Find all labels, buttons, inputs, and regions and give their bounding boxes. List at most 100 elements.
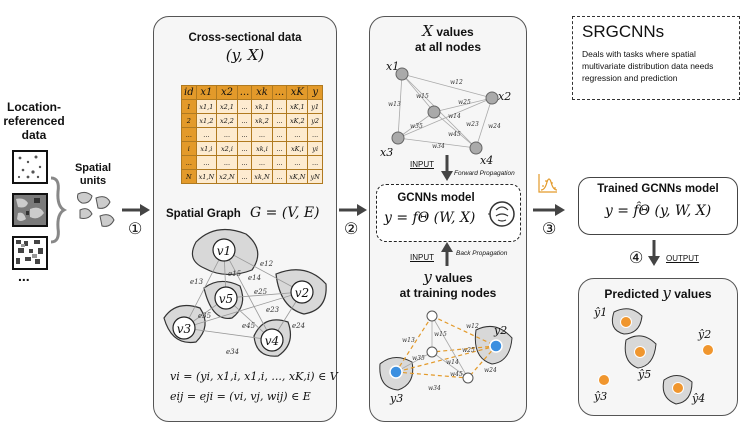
table-cell: ... [271,99,288,114]
graph-node-label: v1 [217,244,231,258]
arrow-to-panel1 [122,204,150,216]
location-map-thumbnail [12,236,48,270]
table-cell: ... [271,127,288,142]
trained-model-title: Trained GCNNs model [597,183,719,195]
table-cell: yN [307,169,323,184]
cross-sectional-formula: (y, X) [225,46,265,64]
table-cell: xk,N [251,169,273,184]
table-cell: x1,N [195,169,218,184]
x-values-title: X values [369,22,527,40]
table-cell: ... [195,127,218,142]
graph-edge-label: e23 [266,306,280,314]
table-cell: ... [236,99,253,114]
arrow-down-forward [441,155,453,181]
location-map-thumbnail [12,150,48,184]
ellipsis: ... [18,268,30,284]
graph-edge-label: e24 [292,322,305,330]
srgcnn-description: Deals with tasks where spatial multivari… [582,49,714,83]
predicted-label: ŷ3 [593,390,607,403]
graph-edge-label: e15 [228,270,242,278]
table-cell: ... [307,127,323,142]
table-cell: yi [307,141,323,156]
table-cell: ... [271,113,288,128]
output-label: OUTPUT [666,254,699,263]
x-weight-label: w15 [416,93,429,100]
table-cell: ... [236,155,253,170]
table-cell: xK,i [286,141,309,156]
y-weight-label: w45 [450,371,463,378]
spatial-graph-label: Spatial Graph [166,208,241,220]
y-node-label: y3 [389,392,403,405]
step-1-marker: ① [128,221,143,238]
x-weight-label: w13 [388,101,401,108]
data-table: id x1 x2 ... xk ... xK y 1 x1,1 x2,1 ...… [181,85,323,184]
table-cell: ... [286,155,309,170]
y-node-label: y2 [493,324,507,337]
table-header-cell: ... [271,85,288,100]
input-label-bottom: INPUT [410,253,434,262]
table-header-cell: x1 [195,85,218,100]
table-cell: xk,2 [251,113,273,128]
back-propagation-label: Back Propagation [456,250,508,257]
table-header-cell: ... [236,85,253,100]
graph-edge-label: e34 [226,348,239,356]
predicted-map: ŷ1 ŷ2 ŷ3 ŷ4 ŷ5 [593,306,714,405]
predicted-y-symbol: y [662,284,671,302]
table-cell: ... [236,169,253,184]
table-cell: ... [236,113,253,128]
table-cell: 2 [181,113,197,128]
x-weight-label: w35 [410,123,423,130]
x-node-graph: x1 x2 x3 x4 w12 w13 w15 w25 w14 w35 w45 … [380,60,511,167]
table-header-cell: xK [286,85,309,100]
table-cell: ... [181,127,197,142]
cross-sectional-title: Cross-sectional data [188,32,302,44]
arrow-to-panel2 [339,204,367,216]
x-node-label: x3 [380,146,393,159]
y-weight-label: w15 [434,331,447,338]
table-cell: xk,1 [251,99,273,114]
table-header-cell: id [181,85,197,100]
y-weight-label: w14 [446,359,459,366]
predicted-label: ŷ1 [593,306,607,319]
y-weight-label: w25 [462,347,475,354]
graph-edge-label: e14 [248,274,261,282]
step-4-marker: ④ [629,250,644,267]
y-values-word: values [435,271,473,285]
table-cell: x1,2 [195,113,218,128]
table-cell: x2,1 [216,99,238,114]
x-symbol: X [422,22,433,40]
table-cell: x2,i [216,141,238,156]
table-cell: 1 [181,99,197,114]
x-weight-label: w23 [466,121,479,128]
table-cell: ... [271,141,288,156]
srgcnn-description-box [572,16,740,100]
predicted-title: Predicted y values [578,284,738,302]
table-cell: y2 [307,113,323,128]
graph-edge-label: e45 [242,322,256,330]
arrow-up-back [441,242,453,266]
forward-propagation-label: Forward Propagation [454,170,515,177]
location-map-thumbnail [12,193,48,227]
arrow-to-trained [533,204,565,216]
graph-edge-label: e35 [198,312,212,320]
graph-node-label: v5 [219,292,233,306]
table-cell: x1,1 [195,99,218,114]
y-weight-label: w34 [428,385,441,392]
table-cell: ... [251,127,273,142]
x-node-label: x4 [480,154,493,167]
y-weight-label: w35 [412,355,425,362]
spatial-units-label: Spatial units [74,162,112,187]
arrow-to-output [648,240,660,266]
x-values-word: values [436,25,474,39]
graph-node-label: v4 [265,334,279,348]
spatial-graph: v1 v2 v3 v4 v5 e12 e14 e13 e15 e25 e35 e… [163,228,327,357]
graph-edge-label: e25 [254,288,268,296]
table-cell: xK,1 [286,99,309,114]
table-cell: N [181,169,197,184]
location-data-title: Location-referenced data [3,100,65,142]
chart-icon [538,174,558,193]
input-label-top: INPUT [410,160,434,169]
graph-node-label: v2 [295,286,309,300]
trained-model-formula: y = f̂Θ (y, W, X) [604,203,712,219]
predicted-values-word: values [674,287,712,301]
